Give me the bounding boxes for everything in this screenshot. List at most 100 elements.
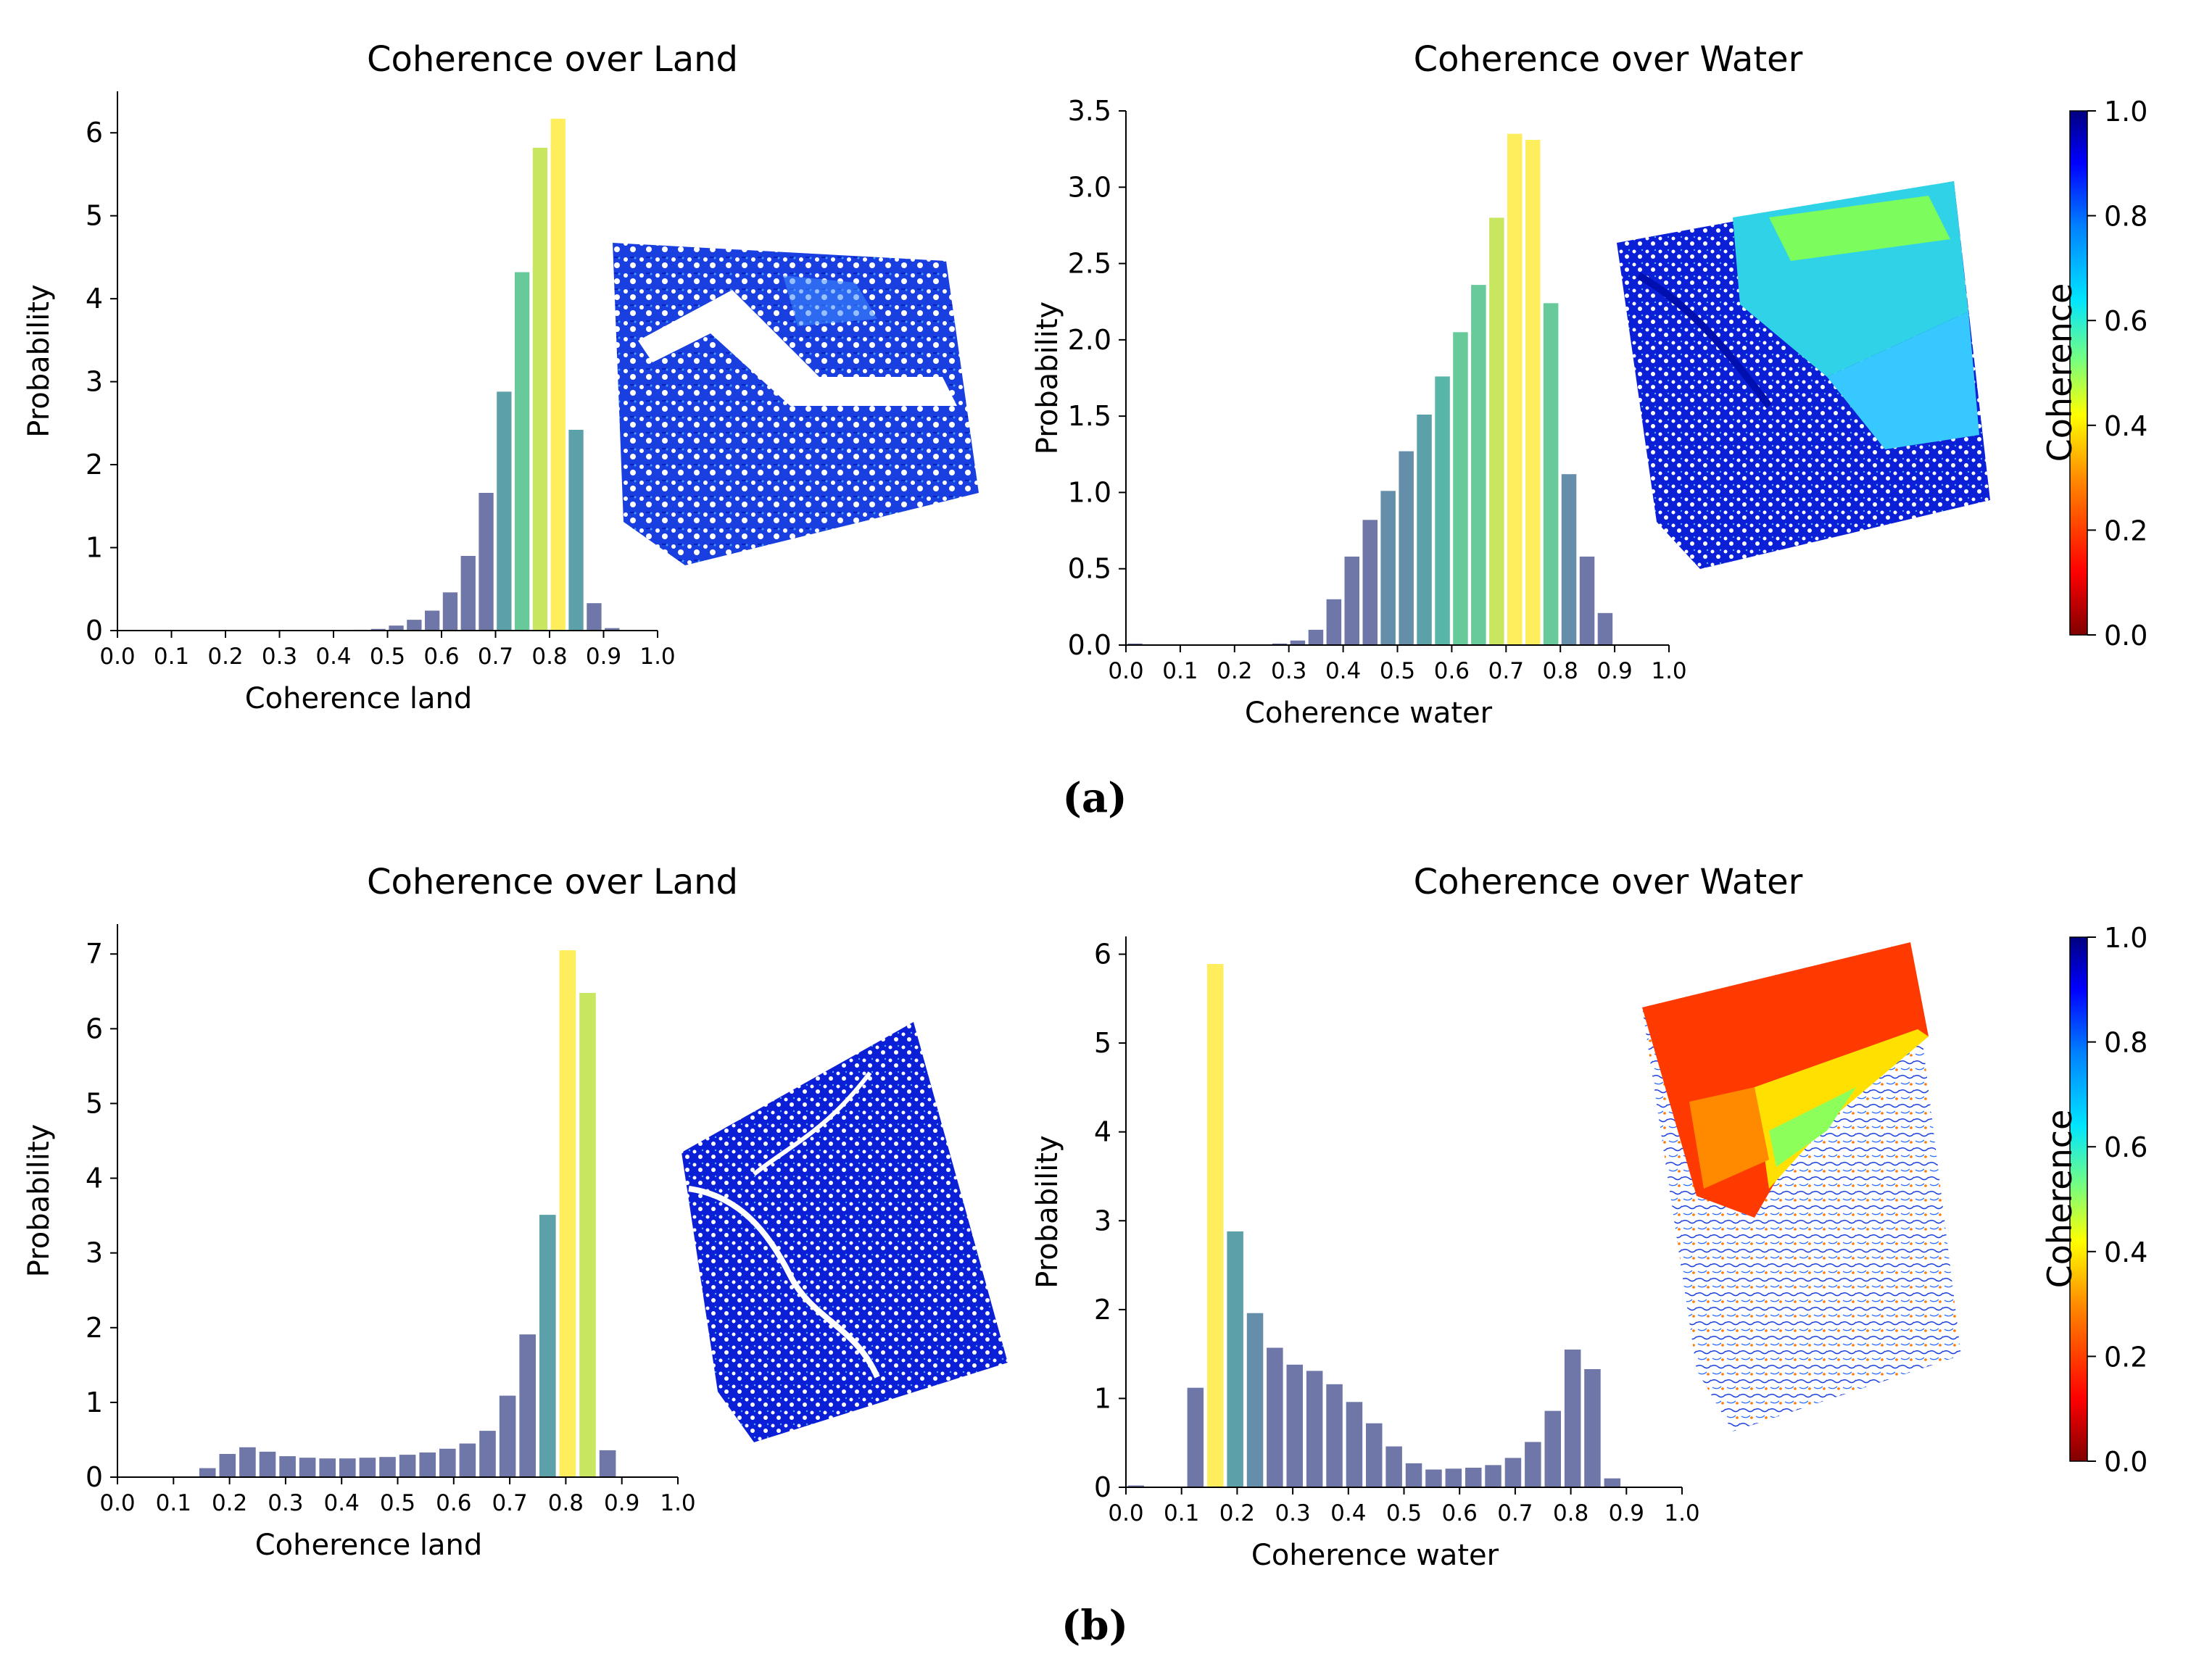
x-tick-label: 0.7 bbox=[1497, 1500, 1533, 1526]
bar bbox=[299, 1458, 316, 1477]
x-tick-label: 0.2 bbox=[212, 1490, 247, 1516]
x-tick-label: 0.9 bbox=[586, 644, 621, 670]
bar bbox=[1579, 556, 1595, 645]
x-tick-label: 1.0 bbox=[1664, 1500, 1699, 1526]
bar bbox=[559, 950, 576, 1477]
y-tick-label: 3 bbox=[86, 1237, 103, 1269]
colorbar-tick-label: 0.8 bbox=[2104, 1027, 2147, 1059]
y-tick-label: 6 bbox=[1094, 939, 1111, 970]
bar bbox=[1425, 1469, 1442, 1487]
colorbar-tick-label: 0.2 bbox=[2104, 1341, 2147, 1373]
x-tick-label: 0.3 bbox=[262, 644, 297, 670]
bar bbox=[1465, 1468, 1482, 1487]
panel-label-b: (b) bbox=[1061, 1602, 1128, 1650]
x-tick-label: 0.9 bbox=[604, 1490, 639, 1516]
bar bbox=[459, 1443, 476, 1477]
bar bbox=[1326, 1384, 1343, 1487]
bar bbox=[1385, 1446, 1402, 1487]
bar bbox=[579, 992, 596, 1477]
y-tick-label: 0 bbox=[86, 615, 103, 647]
x-tick-label: 0.4 bbox=[315, 644, 351, 670]
bar bbox=[1127, 643, 1143, 645]
x-tick-label: 0.2 bbox=[1219, 1500, 1255, 1526]
bar bbox=[460, 556, 476, 631]
bar bbox=[1544, 1410, 1561, 1487]
x-axis-label: Coherence land bbox=[255, 1529, 483, 1562]
bar bbox=[319, 1458, 336, 1477]
bar bbox=[199, 1468, 216, 1477]
y-tick-label: 6 bbox=[86, 117, 103, 149]
colorbar-tick-label: 1.0 bbox=[2104, 922, 2147, 954]
y-axis-label: Probability bbox=[1031, 302, 1064, 454]
x-tick-label: 0.0 bbox=[99, 1490, 135, 1516]
chart-title: Coherence over Land bbox=[367, 862, 738, 902]
bar bbox=[1227, 1231, 1243, 1487]
bar bbox=[1543, 303, 1559, 645]
x-tick-label: 0.6 bbox=[436, 1490, 471, 1516]
bar bbox=[1453, 332, 1468, 645]
y-tick-label: 5 bbox=[86, 200, 103, 232]
colorbar-b: 0.0 0.2 0.4 0.6 0.8 1.0 Coherence bbox=[2040, 922, 2147, 1478]
colorbar-a: 0.0 0.2 0.4 0.6 0.8 1.0 Coherence bbox=[2040, 96, 2147, 652]
x-tick-label: 0.5 bbox=[370, 644, 405, 670]
bar bbox=[1489, 217, 1504, 645]
x-axis-label: Coherence water bbox=[1251, 1539, 1499, 1572]
bar bbox=[1445, 1468, 1462, 1487]
x-tick-label: 0.1 bbox=[1162, 658, 1198, 684]
colorbar-label: Coherence bbox=[2040, 283, 2079, 462]
x-axis-label: Coherence land bbox=[245, 682, 473, 715]
x-tick-label: 0.9 bbox=[1609, 1500, 1644, 1526]
x-tick-label: 0.8 bbox=[531, 644, 567, 670]
y-tick-label: 6 bbox=[86, 1013, 103, 1044]
bar bbox=[550, 118, 566, 631]
y-tick-label: 4 bbox=[86, 1163, 103, 1194]
bar bbox=[1308, 629, 1324, 645]
x-tick-label: 0.3 bbox=[1271, 658, 1306, 684]
y-tick-label: 4 bbox=[86, 283, 103, 315]
bar bbox=[1306, 1371, 1323, 1487]
bar bbox=[259, 1451, 276, 1477]
bar bbox=[515, 272, 530, 631]
y-tick-label: 5 bbox=[86, 1087, 103, 1119]
bar bbox=[1435, 376, 1450, 645]
chart-title: Coherence over Water bbox=[1414, 39, 1803, 80]
bar bbox=[1326, 599, 1342, 645]
map-thumbnail-b-water bbox=[1642, 942, 1961, 1431]
x-tick-label: 0.6 bbox=[1434, 658, 1470, 684]
y-tick-label: 0.5 bbox=[1068, 553, 1111, 585]
bar bbox=[279, 1456, 296, 1477]
bar bbox=[359, 1458, 376, 1477]
x-tick-label: 0.4 bbox=[1325, 658, 1361, 684]
bar bbox=[1366, 1423, 1383, 1487]
x-tick-label: 1.0 bbox=[1651, 658, 1686, 684]
y-tick-label: 3 bbox=[86, 366, 103, 398]
chart-b-water: 0.0 0.1 0.2 0.3 0.4 0.5 0.6 0.7 0.8 0.9 1.0 0 1 2 3 4 5 6… bbox=[1031, 862, 1803, 1572]
bar bbox=[519, 1334, 536, 1477]
bar bbox=[1399, 451, 1414, 645]
bar bbox=[439, 1448, 456, 1477]
y-tick-label: 2 bbox=[1094, 1294, 1111, 1326]
bar bbox=[219, 1454, 236, 1477]
x-tick-label: 0.0 bbox=[1108, 658, 1143, 684]
x-tick-label: 1.0 bbox=[660, 1490, 695, 1516]
bar bbox=[1405, 1463, 1422, 1487]
bar bbox=[1485, 1465, 1501, 1487]
bar bbox=[1597, 612, 1613, 645]
x-tick-label: 0.0 bbox=[1108, 1500, 1143, 1526]
x-tick-label: 0.7 bbox=[492, 1490, 527, 1516]
y-tick-label: 2.0 bbox=[1068, 324, 1111, 356]
x-tick-label: 0.1 bbox=[156, 1490, 191, 1516]
x-tick-label: 0.4 bbox=[1330, 1500, 1366, 1526]
bar bbox=[1207, 964, 1224, 1487]
bar bbox=[1187, 1387, 1204, 1487]
chart-b-land: 0.0 0.1 0.2 0.3 0.4 0.5 0.6 0.7 0.8 0.9 1.0 0 1 2 3 4 5 6… bbox=[22, 862, 738, 1562]
chart-a-land: 0.0 0.1 0.2 0.3 0.4 0.5 0.6 0.7 0.8 0.9 1.0 0 1 2 3 4 5 6… bbox=[22, 39, 738, 715]
x-tick-label: 0.1 bbox=[154, 644, 189, 670]
map-thumbnail-a-water bbox=[1617, 181, 1990, 569]
bar bbox=[599, 1450, 616, 1477]
colorbar-label: Coherence bbox=[2040, 1110, 2079, 1289]
x-tick-label: 0.2 bbox=[1217, 658, 1252, 684]
colorbar-tick-label: 0.6 bbox=[2104, 1131, 2147, 1163]
bar bbox=[1471, 285, 1486, 645]
